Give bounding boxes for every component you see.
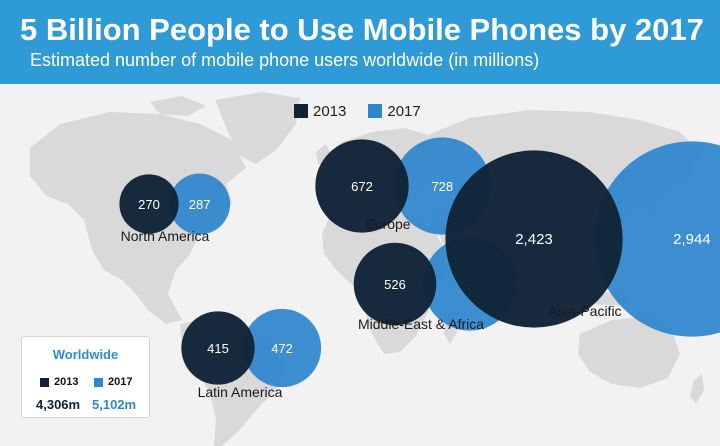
worldwide-label-2017: 2017: [108, 376, 133, 388]
legend-item-2017: 2017: [368, 102, 421, 120]
region-label-middle-east-africa: Middle-East & Africa: [358, 316, 484, 332]
region-label-europe: Europe: [365, 216, 410, 232]
worldwide-value-2013: 4,306m: [36, 397, 81, 412]
bubble-label-north-america-2017: 287: [189, 197, 211, 212]
page-subtitle: Estimated number of mobile phone users w…: [30, 50, 540, 70]
legend-swatch-2017: [368, 104, 383, 118]
bubble-asia-pacific-2017: [594, 141, 720, 337]
header-banner: 5 Billion People to Use Mobile Phones by…: [0, 0, 720, 84]
bubble-label-asia-pacific-2013: 2,423: [515, 231, 553, 248]
bubble-label-asia-pacific-2017: 2,944: [673, 231, 711, 248]
worldwide-title: Worldwide: [52, 347, 119, 362]
region-label-north-america: North America: [121, 228, 210, 244]
worldwide-summary-card: Worldwide 2013 2017 4,306m 5,102m: [21, 336, 150, 418]
region-label-latin-america: Latin America: [198, 384, 283, 400]
bubble-latin-america-2013: [181, 311, 255, 385]
bubble-middle-east-africa-2013: [353, 242, 437, 326]
legend-item-2013: 2013: [294, 103, 346, 120]
bubble-label-latin-america-2017: 472: [271, 341, 293, 356]
bubble-label-north-america-2013: 270: [138, 197, 160, 212]
bubble-label-europe-2013: 672: [351, 179, 373, 194]
bubble-north-america-2017: [169, 173, 231, 235]
worldwide-swatch-2013: [40, 378, 49, 387]
bubble-north-america-2013: [119, 174, 179, 234]
bubble-label-europe-2017: 728: [431, 179, 453, 194]
worldwide-swatch-2017: [94, 378, 103, 387]
region-label-asia-pacific: Asia-Pacific: [548, 303, 621, 319]
worldwide-value-2017: 5,102m: [92, 397, 137, 412]
legend-swatch-2013: [294, 104, 308, 118]
legend-label-2017: 2017: [387, 102, 421, 120]
bubble-latin-america-2017: [242, 308, 322, 388]
chart-legend: 2013 2017: [294, 101, 443, 121]
worldwide-label-2013: 2013: [54, 376, 79, 388]
bubble-europe-2013: [315, 139, 409, 233]
legend-label-2013: 2013: [313, 102, 347, 120]
bubble-label-latin-america-2013: 415: [207, 341, 229, 356]
page-title: 5 Billion People to Use Mobile Phones by…: [20, 12, 704, 47]
bubble-asia-pacific-2013: [445, 150, 623, 328]
bubble-label-middle-east-africa-2013: 526: [384, 277, 406, 292]
